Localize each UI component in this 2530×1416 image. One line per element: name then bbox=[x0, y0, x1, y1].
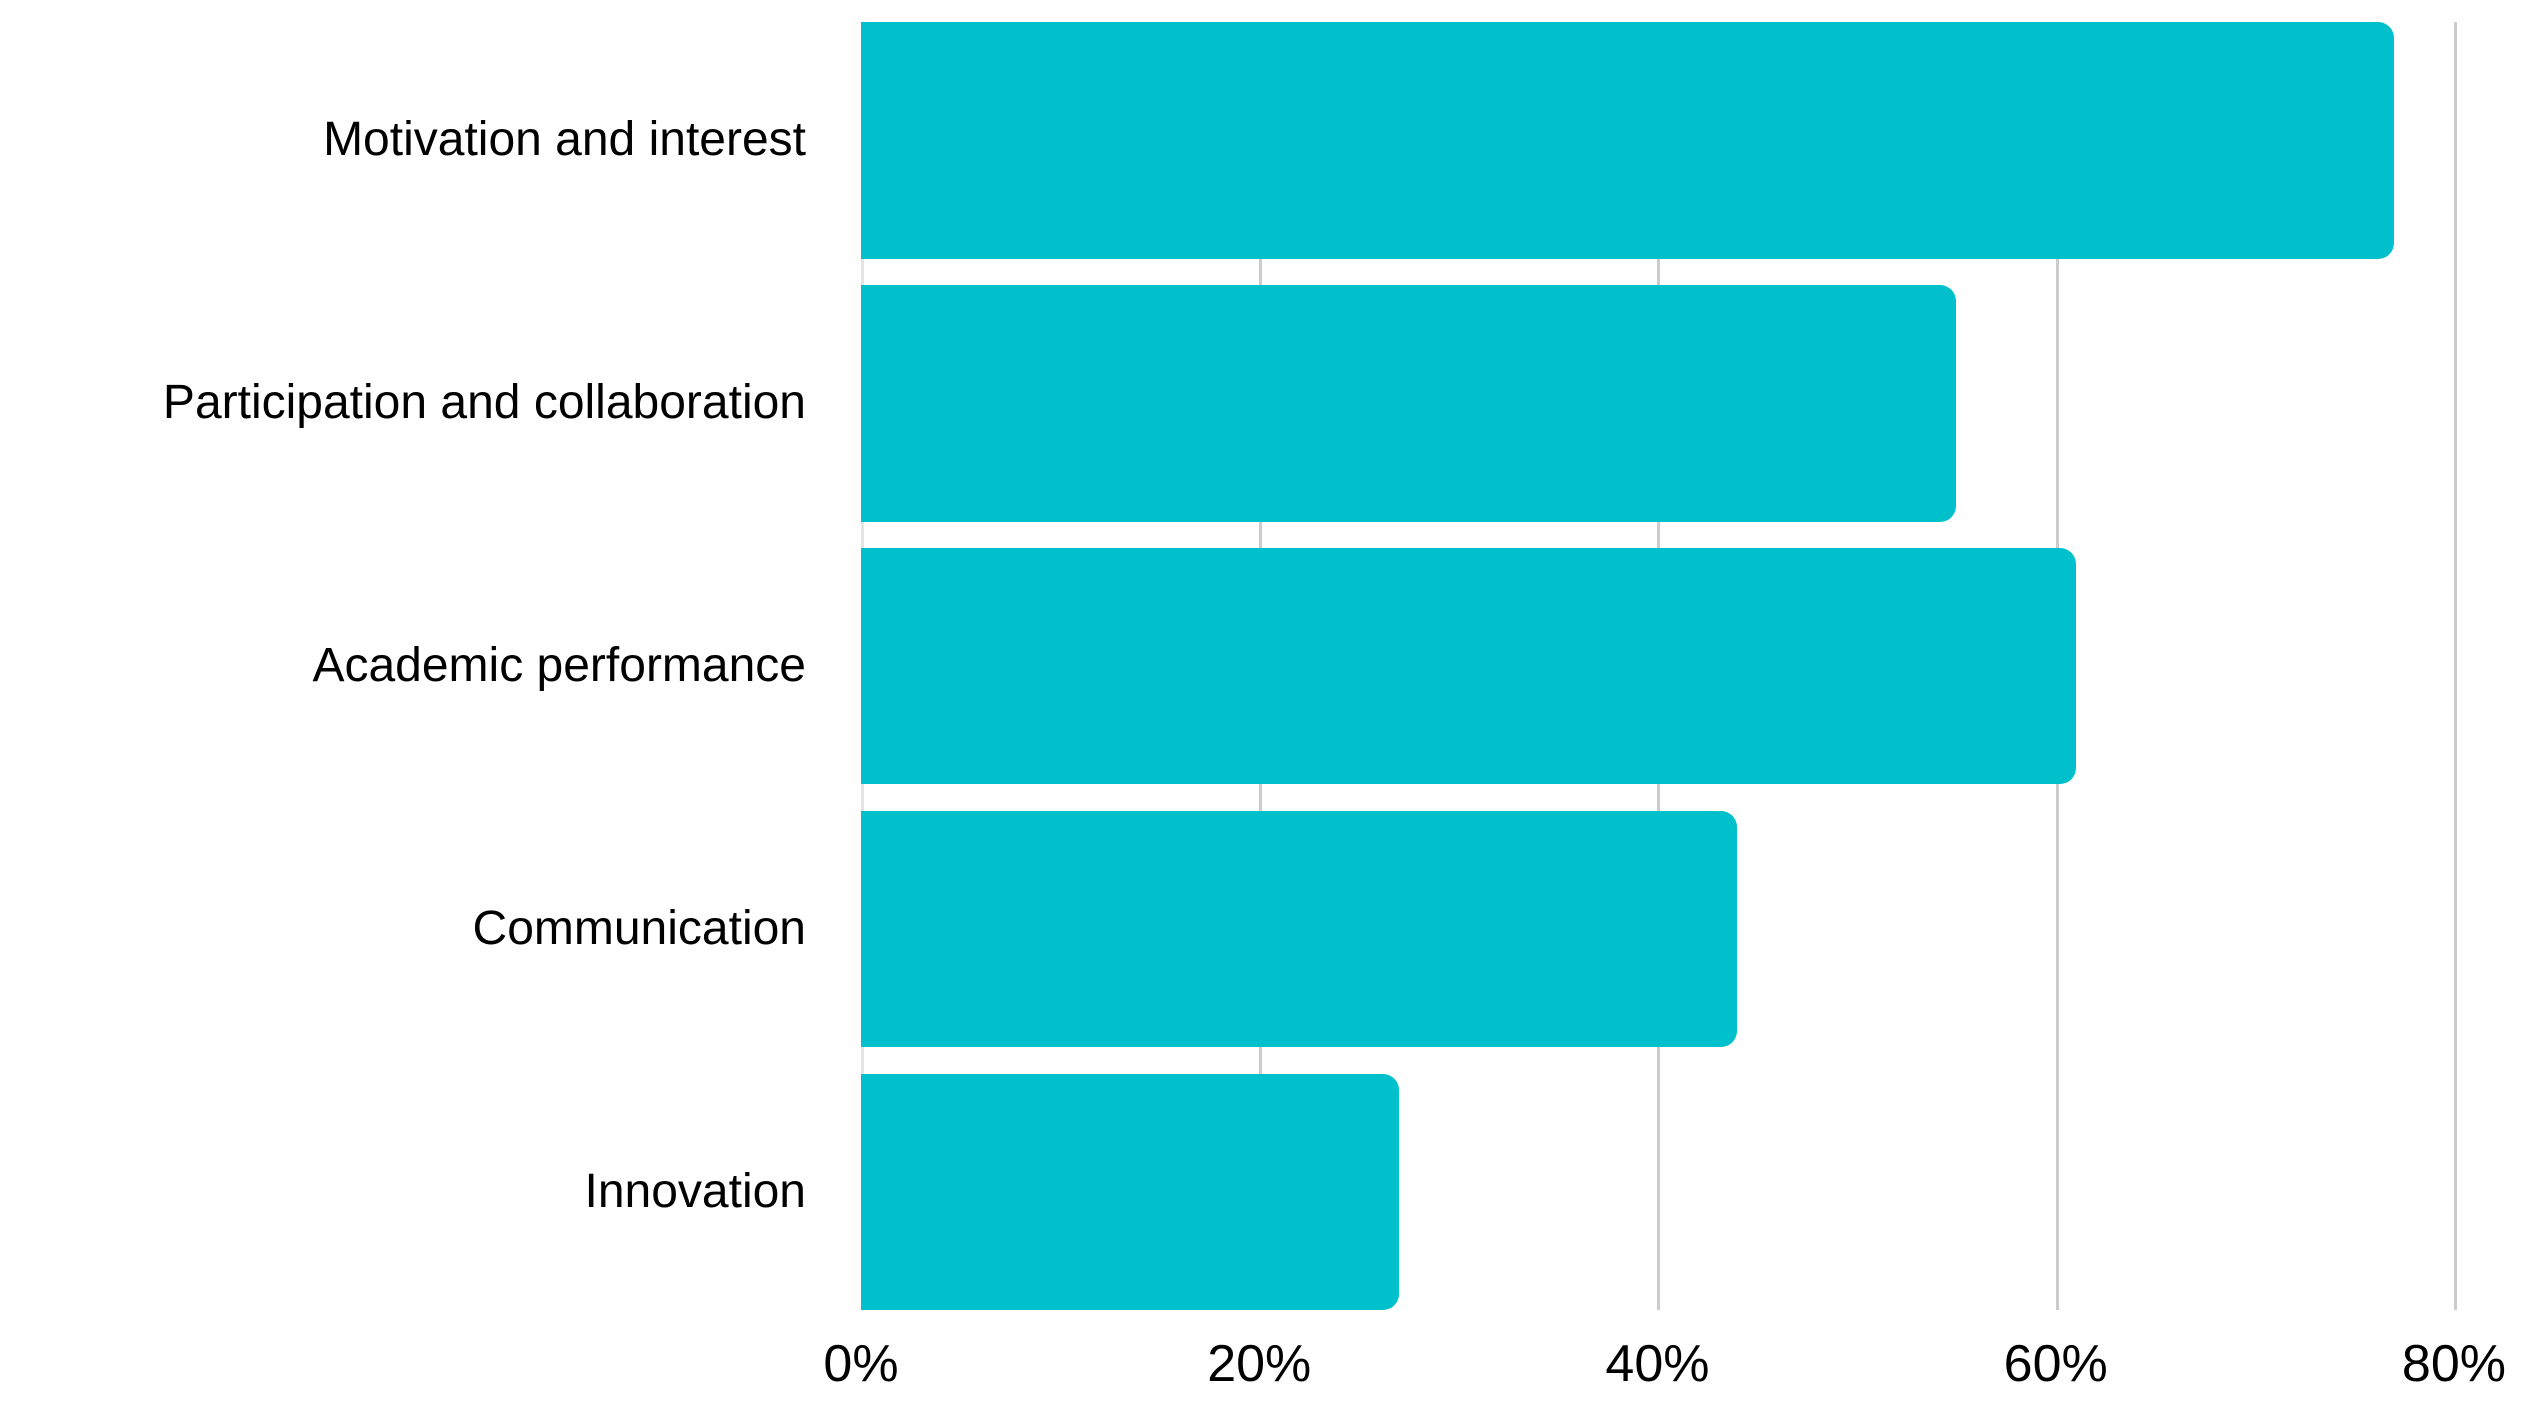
bar bbox=[861, 1073, 1399, 1311]
bar bbox=[861, 810, 1738, 1048]
x-tick-label: 80% bbox=[2401, 1335, 2506, 1393]
bar bbox=[861, 547, 2076, 785]
x-tick-label: 20% bbox=[1207, 1335, 1312, 1393]
category-label: Participation and collaboration bbox=[162, 376, 806, 430]
bar bbox=[861, 22, 2395, 259]
category-label: Motivation and interest bbox=[323, 113, 806, 167]
bar bbox=[861, 284, 1957, 522]
x-tick-label: 60% bbox=[2003, 1335, 2108, 1393]
gridline bbox=[2453, 22, 2457, 1310]
plot-area bbox=[861, 22, 2530, 1311]
x-tick-label: 0% bbox=[823, 1335, 899, 1393]
x-tick-label: 40% bbox=[1605, 1335, 1710, 1393]
category-label: Academic performance bbox=[312, 639, 806, 693]
category-label: Innovation bbox=[584, 1165, 806, 1219]
category-label: Communication bbox=[472, 902, 806, 956]
